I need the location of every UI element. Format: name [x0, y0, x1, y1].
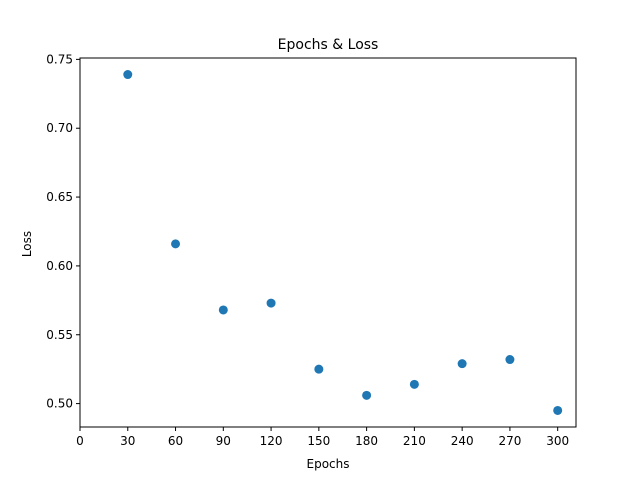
x-tick-label: 210 [403, 434, 426, 448]
data-point [553, 405, 563, 415]
data-point [314, 364, 324, 374]
y-tick-label: 0.70 [46, 121, 73, 135]
x-axis-ticks: 0 30 60 90 120 150 180 210 240 270 300 [76, 427, 569, 448]
x-axis-label: Epochs [307, 457, 350, 471]
y-axis-ticks: 0.50 0.55 0.60 0.65 0.70 0.75 [46, 52, 80, 411]
data-point [218, 305, 228, 315]
data-point [409, 379, 419, 389]
data-points [123, 70, 563, 415]
data-point [362, 390, 372, 400]
data-point [266, 298, 276, 308]
x-tick-label: 0 [76, 434, 84, 448]
x-tick-label: 120 [260, 434, 283, 448]
x-tick-label: 180 [355, 434, 378, 448]
data-point [457, 359, 467, 369]
x-tick-label: 90 [216, 434, 231, 448]
data-point [505, 355, 515, 365]
x-tick-label: 60 [168, 434, 183, 448]
y-tick-label: 0.60 [46, 259, 73, 273]
y-tick-label: 0.55 [46, 328, 73, 342]
x-tick-label: 270 [498, 434, 521, 448]
data-point [171, 239, 181, 249]
chart-title: Epochs & Loss [278, 37, 379, 53]
y-tick-label: 0.75 [46, 52, 73, 66]
y-tick-label: 0.65 [46, 190, 73, 204]
plot-area-frame [79, 57, 577, 428]
x-tick-label: 150 [307, 434, 330, 448]
x-tick-label: 240 [451, 434, 474, 448]
x-tick-label: 300 [546, 434, 569, 448]
x-tick-label: 30 [120, 434, 135, 448]
y-tick-label: 0.50 [46, 397, 73, 411]
y-axis-label: Loss [20, 231, 34, 257]
data-point [123, 70, 133, 80]
